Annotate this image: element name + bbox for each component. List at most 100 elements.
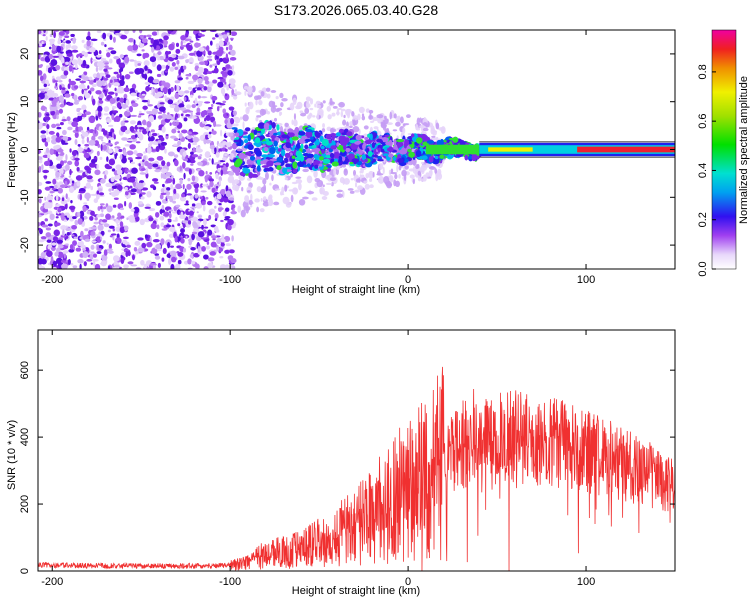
heatmap-cell bbox=[151, 31, 158, 36]
heatmap-cell bbox=[74, 219, 78, 226]
heatmap-cell bbox=[377, 147, 381, 153]
heatmap-cell bbox=[388, 153, 394, 158]
heatmap-cell bbox=[86, 258, 93, 262]
heatmap-cell bbox=[108, 158, 116, 166]
heatmap-cell bbox=[145, 85, 150, 92]
heatmap-cell bbox=[150, 37, 155, 44]
heatmap-cell bbox=[50, 109, 56, 116]
heatmap-cell bbox=[126, 244, 131, 248]
heatmap-cell bbox=[216, 106, 220, 112]
heatmap-cell bbox=[152, 238, 160, 243]
heatmap-cell bbox=[439, 154, 445, 159]
heatmap-cell bbox=[140, 259, 145, 266]
heatmap-cell bbox=[146, 241, 153, 248]
heatmap-cell bbox=[193, 252, 200, 258]
heatmap-cell bbox=[224, 119, 228, 125]
heatmap-cell bbox=[230, 49, 236, 56]
heatmap-cell bbox=[325, 182, 333, 186]
heatmap-cell bbox=[284, 184, 288, 192]
heatmap-cell bbox=[44, 196, 47, 201]
heatmap-cell bbox=[51, 123, 57, 129]
heatmap-cell bbox=[38, 156, 43, 161]
heatmap-cell bbox=[93, 78, 97, 83]
heatmap-cell bbox=[178, 99, 183, 104]
heatmap-cell bbox=[381, 136, 389, 143]
heatmap-cell bbox=[228, 106, 235, 111]
heatmap-cell bbox=[261, 154, 269, 158]
heatmap-cell bbox=[96, 251, 102, 255]
heatmap-cell bbox=[269, 182, 272, 186]
heatmap-cell bbox=[464, 154, 469, 161]
heatmap-cell bbox=[49, 148, 54, 156]
heatmap-cell bbox=[79, 210, 85, 218]
heatmap-cell bbox=[190, 163, 194, 166]
heatmap-cell bbox=[314, 164, 319, 169]
bottom-y-tick-label: 200 bbox=[19, 495, 31, 513]
heatmap-cell bbox=[204, 151, 211, 159]
colorbar-tick-label: 0.6 bbox=[697, 114, 709, 129]
heatmap-cell bbox=[156, 224, 160, 230]
heatmap-cell bbox=[284, 122, 289, 128]
heatmap-cell bbox=[208, 208, 216, 215]
heatmap-cell bbox=[175, 48, 181, 54]
heatmap-cell bbox=[89, 162, 96, 168]
heatmap-cell bbox=[40, 90, 45, 93]
heatmap-cell bbox=[256, 165, 261, 172]
heatmap-cell bbox=[52, 260, 58, 267]
heatmap-cell bbox=[417, 170, 421, 176]
heatmap-cell bbox=[155, 211, 160, 218]
heatmap-cell bbox=[240, 209, 246, 218]
heatmap-cell bbox=[70, 199, 73, 204]
heatmap-cell bbox=[382, 166, 385, 175]
heatmap-cell bbox=[207, 108, 212, 114]
heatmap-cell bbox=[142, 119, 147, 126]
heatmap-cell bbox=[399, 149, 407, 155]
heatmap-cell bbox=[183, 96, 187, 101]
heatmap-cell bbox=[232, 207, 235, 214]
heatmap-cell bbox=[292, 187, 299, 195]
heatmap-cell bbox=[133, 181, 136, 188]
heatmap-cell bbox=[224, 215, 231, 219]
heatmap-cell bbox=[370, 120, 374, 124]
heatmap-cell bbox=[67, 126, 73, 131]
heatmap-cell bbox=[217, 167, 221, 173]
heatmap-cell bbox=[199, 34, 205, 37]
heatmap-cell bbox=[336, 142, 340, 147]
heatmap-cell bbox=[57, 187, 63, 194]
heatmap-cell bbox=[152, 178, 159, 182]
heatmap-cell bbox=[88, 79, 94, 85]
heatmap-cell bbox=[256, 132, 261, 136]
heatmap-cell bbox=[284, 177, 288, 181]
heatmap-cell bbox=[124, 30, 129, 35]
heatmap-cell bbox=[81, 50, 86, 55]
heatmap-cell bbox=[180, 238, 185, 244]
heatmap-cell bbox=[203, 223, 207, 227]
top-y-axis-label: Frequency (Hz) bbox=[6, 112, 18, 188]
heatmap-cell bbox=[209, 64, 213, 68]
heatmap-cell bbox=[239, 116, 243, 120]
heatmap-cell bbox=[201, 184, 208, 187]
heatmap-cell bbox=[359, 174, 362, 180]
heatmap-cell bbox=[234, 132, 240, 138]
heatmap-cell bbox=[440, 126, 446, 134]
heatmap-cell bbox=[160, 119, 166, 126]
heatmap-cell bbox=[68, 65, 73, 72]
heatmap-cell bbox=[71, 59, 79, 66]
heatmap-cell bbox=[101, 219, 108, 223]
heatmap-cell bbox=[246, 106, 250, 113]
heatmap-cell bbox=[161, 126, 166, 133]
heatmap-cell bbox=[214, 124, 222, 127]
heatmap-cell bbox=[51, 134, 58, 140]
heatmap-cell bbox=[86, 175, 93, 180]
heatmap-cell bbox=[183, 247, 187, 253]
heatmap-cell bbox=[189, 40, 194, 43]
heatmap-cell bbox=[135, 156, 143, 160]
heatmap-cell bbox=[350, 178, 354, 181]
heatmap-cell bbox=[263, 122, 270, 131]
heatmap-cell bbox=[174, 92, 180, 100]
heatmap-cell bbox=[46, 136, 51, 143]
heatmap-cell bbox=[298, 198, 306, 206]
heatmap-cell bbox=[141, 99, 149, 103]
heatmap-cell bbox=[139, 129, 142, 133]
heatmap-cell bbox=[158, 144, 166, 151]
